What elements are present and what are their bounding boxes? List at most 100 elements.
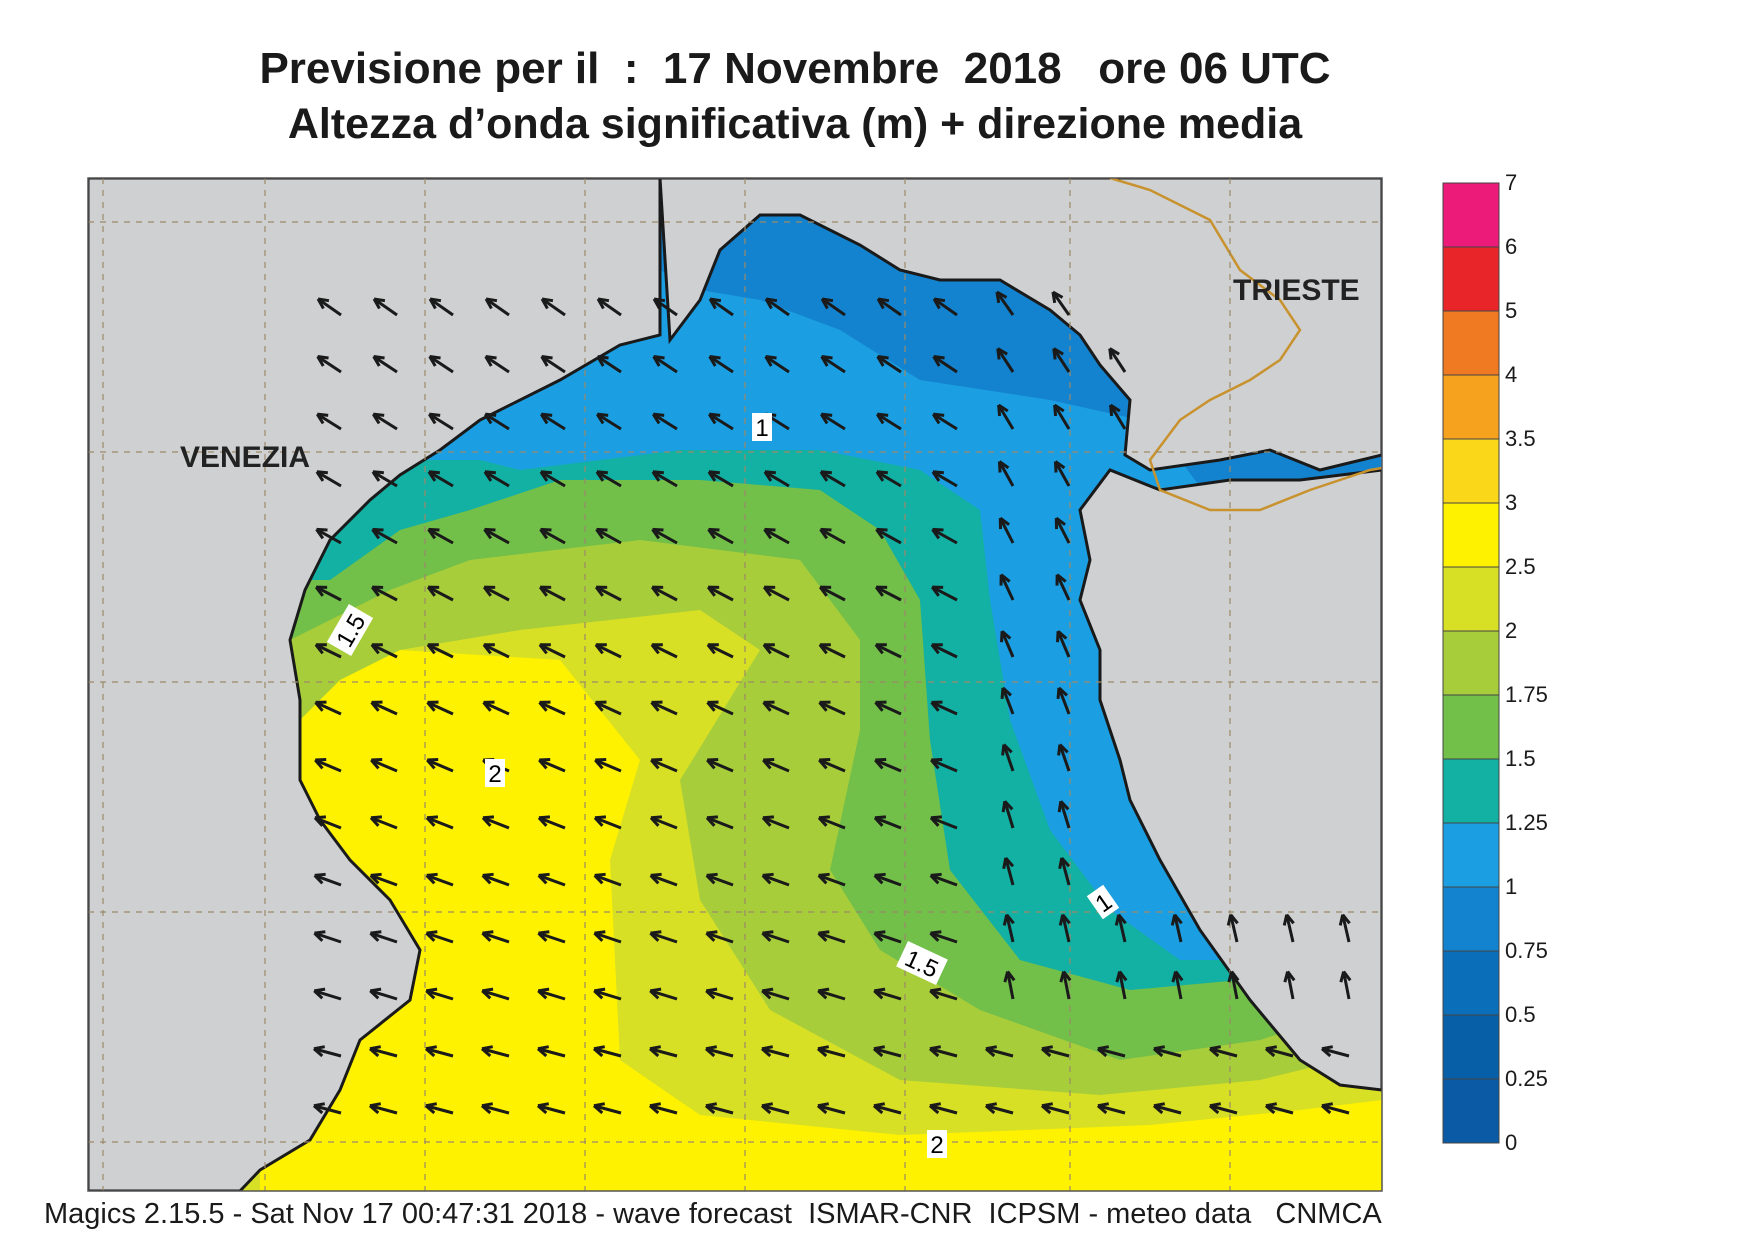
contour-label: 2 (488, 761, 501, 788)
wave-direction-arrowhead (876, 470, 888, 475)
wave-direction-arrow (370, 874, 398, 887)
wave-direction-arrowhead (541, 297, 554, 303)
colorbar-tick-label: 0 (1505, 1130, 1517, 1155)
wave-direction-arrow (875, 643, 902, 659)
wave-direction-arrowhead (649, 987, 662, 993)
wave-direction-arrowhead (821, 355, 833, 360)
wave-direction-arrow (706, 816, 734, 830)
wave-direction-arrowhead (996, 347, 1008, 356)
wave-direction-arrowhead (538, 930, 550, 935)
wave-direction-arrowhead (763, 758, 775, 762)
colorbar-tick-label: 3 (1505, 490, 1517, 515)
wave-direction-arrowhead (482, 872, 494, 877)
wave-direction-arrow (820, 412, 846, 431)
wave-direction-arrowhead (985, 1045, 998, 1051)
wave-direction-arrowhead (930, 815, 943, 820)
colorbar-swatch (1442, 1078, 1500, 1144)
wave-direction-arrow (371, 643, 398, 659)
wave-direction-arrow (426, 758, 454, 773)
wave-direction-arrow (762, 758, 790, 773)
wave-direction-arrow (996, 347, 1015, 373)
wave-direction-arrow (764, 355, 790, 374)
wave-direction-arrow (372, 355, 398, 374)
wave-direction-arrowhead (1118, 970, 1128, 982)
city-label-venezia: VENEZIA (180, 441, 310, 474)
wave-direction-arrow (876, 470, 902, 488)
wave-direction-arrowhead (874, 872, 886, 877)
wave-direction-arrowhead (1001, 630, 1012, 640)
colorbar-tick-label: 1 (1505, 874, 1517, 899)
wave-direction-arrowhead (1057, 630, 1068, 640)
wave-direction-arrowhead (876, 527, 888, 532)
wave-direction-arrow (429, 297, 454, 317)
wave-direction-arrow (537, 989, 566, 1001)
wave-direction-arrowhead (481, 1045, 494, 1051)
wave-direction-arrow (650, 758, 678, 773)
wave-direction-arrowhead (764, 527, 776, 532)
colorbar-swatch (1442, 310, 1500, 376)
wave-direction-arrow (537, 1104, 566, 1115)
wave-direction-arrowhead (762, 815, 775, 820)
wave-direction-arrow (652, 355, 678, 374)
wave-direction-arrowhead (874, 930, 886, 935)
wave-direction-arrow (427, 585, 454, 602)
wave-direction-arrowhead (1285, 913, 1295, 925)
wave-direction-arrowhead (765, 297, 778, 303)
wave-direction-arrowhead (932, 470, 944, 475)
wave-direction-arrow (1321, 1104, 1350, 1115)
wave-direction-arrow (998, 460, 1015, 487)
wave-direction-arrowhead (373, 412, 385, 417)
wave-direction-arrowhead (369, 987, 382, 993)
wave-direction-arrow (540, 470, 566, 488)
wave-direction-arrow (874, 758, 902, 773)
wave-direction-arrowhead (996, 290, 1008, 299)
wave-direction-arrowhead (999, 516, 1010, 526)
wave-direction-arrow (873, 1104, 902, 1115)
wave-direction-arrow (314, 701, 342, 716)
wave-direction-arrowhead (481, 1102, 494, 1108)
wave-direction-arrowhead (649, 1045, 662, 1051)
colorbar-swatch (1442, 694, 1500, 760)
wave-direction-arrowhead (877, 355, 889, 360)
wave-direction-arrow (762, 874, 790, 887)
wave-direction-arrowhead (821, 297, 834, 303)
wave-direction-arrow (931, 528, 958, 545)
wave-direction-arrowhead (709, 297, 722, 303)
wave-direction-arrow (933, 297, 958, 317)
wave-direction-arrow (998, 517, 1015, 544)
wave-direction-arrow (1052, 347, 1071, 373)
wave-direction-arrowhead (817, 987, 830, 993)
wave-direction-arrowhead (652, 470, 664, 475)
wave-direction-arrow (650, 701, 678, 716)
wave-direction-arrow (651, 643, 678, 659)
wave-direction-arrow (482, 874, 510, 887)
wave-direction-arrow (930, 874, 958, 887)
wave-direction-arrowhead (369, 1045, 382, 1051)
wave-direction-arrow (874, 816, 902, 830)
colorbar-swatch (1442, 502, 1500, 568)
wave-direction-arrowhead (1109, 403, 1121, 413)
wave-direction-arrow (929, 1047, 958, 1058)
wave-direction-arrowhead (1062, 970, 1072, 982)
wave-direction-arrow (1174, 971, 1183, 1000)
colorbar-tick-label: 0.75 (1505, 938, 1548, 963)
colorbar-tick-label: 2.5 (1505, 554, 1536, 579)
wave-direction-arrowhead (1041, 1045, 1054, 1051)
wave-direction-arrowhead (481, 987, 494, 993)
wave-direction-arrow (932, 470, 958, 488)
wave-direction-arrowhead (538, 815, 551, 820)
wave-direction-arrow (874, 701, 902, 716)
wave-direction-arrowhead (1000, 573, 1011, 583)
wave-direction-arrowhead (540, 527, 552, 532)
colorbar-tick-label: 6 (1505, 234, 1517, 259)
wave-direction-arrow (313, 989, 342, 1001)
wave-direction-arrowhead (761, 987, 774, 993)
wave-direction-arrowhead (540, 470, 552, 475)
wave-direction-arrowhead (1002, 743, 1013, 754)
wave-direction-arrowhead (1265, 1045, 1278, 1051)
colorbar-tick-label: 2 (1505, 618, 1517, 643)
wave-direction-arrow (1153, 1047, 1182, 1058)
footer-credits: Magics 2.15.5 - Sat Nov 17 00:47:31 2018… (44, 1198, 1382, 1230)
wave-direction-arrowhead (761, 1102, 774, 1108)
wave-direction-arrow (315, 528, 342, 545)
